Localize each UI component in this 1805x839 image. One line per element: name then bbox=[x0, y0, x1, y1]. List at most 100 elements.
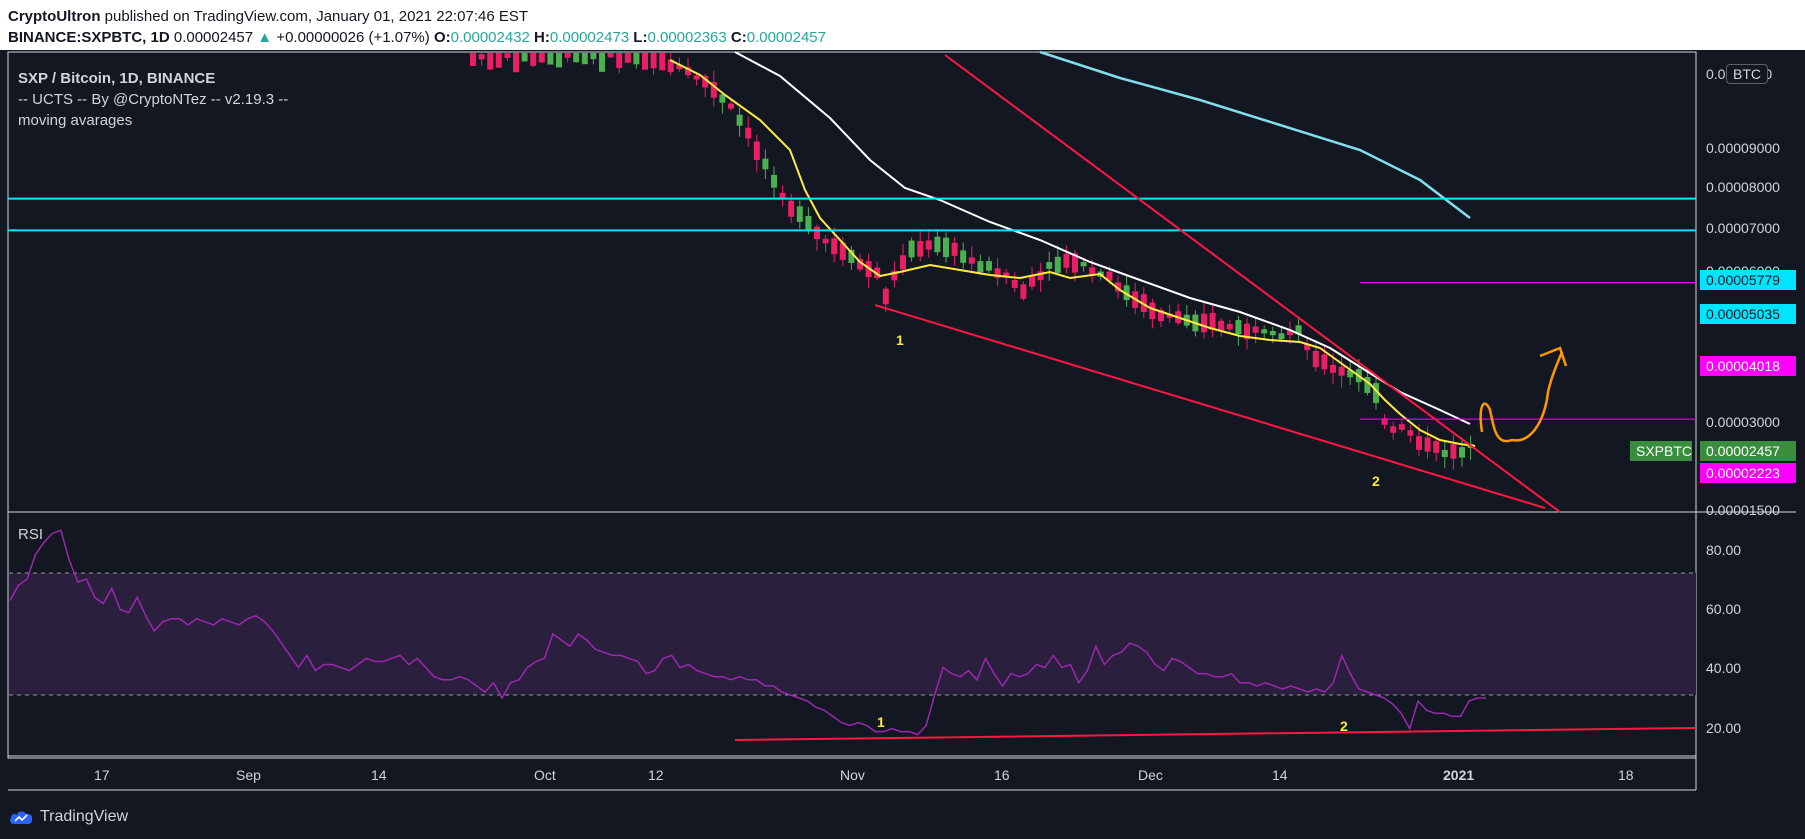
candle-body bbox=[1166, 313, 1173, 318]
time-tick-oct: Oct bbox=[534, 767, 556, 783]
symbol-label: BINANCE:SXPBTC, 1D bbox=[8, 29, 170, 46]
time-tick-12: 12 bbox=[648, 767, 664, 783]
currency-badge[interactable]: BTC bbox=[1726, 64, 1768, 84]
candle-body bbox=[925, 240, 932, 250]
candle-body bbox=[1459, 447, 1465, 458]
candle-body bbox=[710, 81, 717, 98]
chart-legend: SXP / Bitcoin, 1D, BINANCE -- UCTS -- By… bbox=[18, 68, 288, 131]
rsi-band bbox=[9, 573, 1696, 695]
symbol-tag-bg bbox=[1630, 441, 1692, 461]
legend-indicator[interactable]: -- UCTS -- By @CryptoNTez -- v2.19.3 -- bbox=[18, 91, 289, 108]
candle-body bbox=[796, 206, 803, 222]
candle-body bbox=[1398, 424, 1405, 430]
candle-body bbox=[986, 261, 992, 271]
brand-name: TradingView bbox=[40, 808, 129, 825]
time-tick-dec: Dec bbox=[1138, 767, 1163, 783]
price-tick-3: 0.00008000 bbox=[1706, 179, 1780, 195]
candle-body bbox=[1269, 330, 1276, 336]
candle-body bbox=[1235, 320, 1242, 335]
candle-body bbox=[1416, 436, 1422, 450]
candle-body bbox=[960, 250, 967, 263]
candle-body bbox=[762, 158, 769, 170]
tradingview-logo[interactable]: TradingView bbox=[8, 808, 128, 826]
candle-body bbox=[900, 255, 906, 270]
candle-body bbox=[891, 270, 898, 281]
candle-body bbox=[1218, 320, 1225, 331]
candle-body bbox=[753, 141, 760, 160]
level-label-1: 0.00005779 bbox=[1706, 272, 1780, 288]
level-label-bg-4 bbox=[1700, 463, 1796, 483]
candle-body bbox=[831, 238, 838, 255]
candle-body bbox=[1278, 333, 1285, 340]
candle-body bbox=[728, 103, 734, 109]
time-tick-17: 17 bbox=[94, 767, 110, 783]
rsi-tick-40: 40.00 bbox=[1706, 660, 1741, 676]
candle-body bbox=[1373, 383, 1379, 403]
projection-arrowhead-icon bbox=[1539, 346, 1568, 367]
candle-body bbox=[702, 75, 709, 88]
candle-body bbox=[1347, 369, 1354, 378]
candle-body bbox=[951, 242, 958, 256]
candle-body bbox=[659, 53, 666, 71]
candle-body bbox=[564, 53, 571, 58]
candle-body bbox=[1063, 253, 1070, 268]
change-value: +0.00000026 (+1.07%) bbox=[276, 29, 430, 46]
last-price-label-bg bbox=[1700, 441, 1796, 461]
candle-body bbox=[968, 257, 975, 264]
publication-line: CryptoUltron published on TradingView.co… bbox=[8, 8, 528, 25]
ohlc-line: BINANCE:SXPBTC, 1D 0.00002457 ▲ +0.00000… bbox=[8, 29, 826, 46]
candle-body bbox=[1123, 285, 1130, 301]
candle-body bbox=[839, 242, 846, 260]
candle-body bbox=[685, 67, 691, 76]
candle-body bbox=[513, 53, 519, 73]
time-tick-sep: Sep bbox=[236, 767, 261, 783]
candle-body bbox=[1029, 275, 1035, 287]
candle-body bbox=[814, 226, 820, 240]
candle-body bbox=[1089, 267, 1096, 276]
time-tick-14: 14 bbox=[371, 767, 387, 783]
annotation-2-price: 2 bbox=[1372, 473, 1380, 489]
chart-canvas[interactable]: 1 2 1 2 0.0001000 0.00009000 0.00008000 … bbox=[0, 50, 1805, 800]
candle-body bbox=[1338, 366, 1345, 376]
candle-body bbox=[599, 53, 605, 72]
legend-title[interactable]: SXP / Bitcoin, 1D, BINANCE bbox=[18, 70, 216, 87]
candle-body bbox=[1046, 262, 1053, 269]
candle-body bbox=[1209, 312, 1216, 330]
candle-body bbox=[1140, 294, 1147, 312]
open-value: 0.00002432 bbox=[450, 29, 530, 46]
up-arrow-icon: ▲ bbox=[257, 29, 273, 46]
candle-body bbox=[495, 53, 502, 68]
rsi-tick-80: 80.00 bbox=[1706, 542, 1741, 558]
candle-body bbox=[1312, 350, 1319, 368]
rsi-trendline bbox=[734, 727, 1697, 741]
candle-body bbox=[1441, 449, 1448, 458]
candle-body bbox=[908, 240, 915, 258]
candle-body bbox=[1201, 313, 1207, 333]
cloud-logo-icon bbox=[10, 811, 33, 824]
candle-body bbox=[779, 192, 786, 199]
low-label: L: bbox=[633, 29, 648, 46]
publication-header: CryptoUltron published on TradingView.co… bbox=[0, 0, 1805, 50]
candle-body bbox=[1321, 354, 1328, 370]
rsi-line bbox=[9, 529, 1486, 736]
candle-body bbox=[1037, 271, 1044, 281]
candle-body bbox=[882, 288, 889, 305]
level-label-bg-2 bbox=[1700, 304, 1796, 324]
candle-body bbox=[788, 200, 795, 217]
annotation-2-rsi: 2 bbox=[1340, 718, 1348, 734]
upper-trendline bbox=[944, 54, 1561, 513]
open-label: O: bbox=[433, 29, 451, 46]
candle-body bbox=[822, 238, 829, 244]
candle-body bbox=[633, 53, 640, 65]
candle-body bbox=[857, 259, 863, 270]
candle-body bbox=[1054, 256, 1061, 273]
candle-body bbox=[1080, 262, 1087, 267]
rsi-pane-label[interactable]: RSI bbox=[18, 526, 44, 543]
candle-body bbox=[1287, 330, 1293, 336]
time-tick-16: 16 bbox=[994, 767, 1010, 783]
candle-body bbox=[994, 268, 1001, 278]
author-name[interactable]: CryptoUltron bbox=[8, 8, 101, 25]
candle-body bbox=[1003, 272, 1010, 278]
candle-body bbox=[693, 75, 700, 80]
legend-ma[interactable]: moving avarages bbox=[18, 112, 133, 129]
